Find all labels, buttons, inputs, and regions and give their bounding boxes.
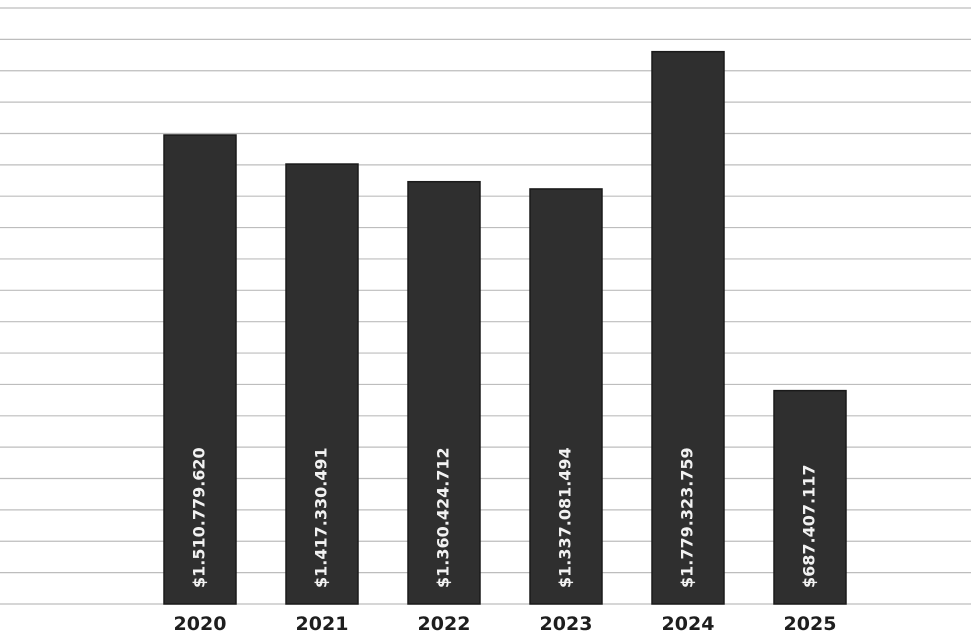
x-tick-label-2024: 2024 [662, 613, 715, 635]
x-axis-tick-labels: 2020 2021 2022 2023 2024 2025 [174, 613, 837, 635]
data-label-2021: $1.417.330.491 [312, 447, 331, 588]
data-label-2025: $687.407.117 [800, 465, 819, 588]
data-labels: $1.510.779.620 $1.417.330.491 $1.360.424.7… [190, 447, 819, 588]
bars [163, 50, 847, 605]
x-tick-label-2023: 2023 [540, 613, 593, 635]
bar-2025 [773, 389, 847, 605]
data-label-2023: $1.337.081.494 [556, 447, 575, 588]
data-label-2020: $1.510.779.620 [190, 447, 209, 588]
bar-2023 [529, 188, 603, 605]
x-tick-label-2022: 2022 [418, 613, 471, 635]
bar-2021 [285, 163, 359, 605]
bar-2020 [163, 134, 237, 605]
bar-2022 [407, 180, 481, 605]
bar-2024 [651, 50, 725, 605]
x-tick-label-2021: 2021 [296, 613, 349, 635]
data-label-2024: $1.779.323.759 [678, 447, 697, 588]
x-tick-label-2020: 2020 [174, 613, 227, 635]
gridlines [0, 7, 971, 605]
x-tick-label-2025: 2025 [784, 613, 837, 635]
data-label-2022: $1.360.424.712 [434, 447, 453, 588]
